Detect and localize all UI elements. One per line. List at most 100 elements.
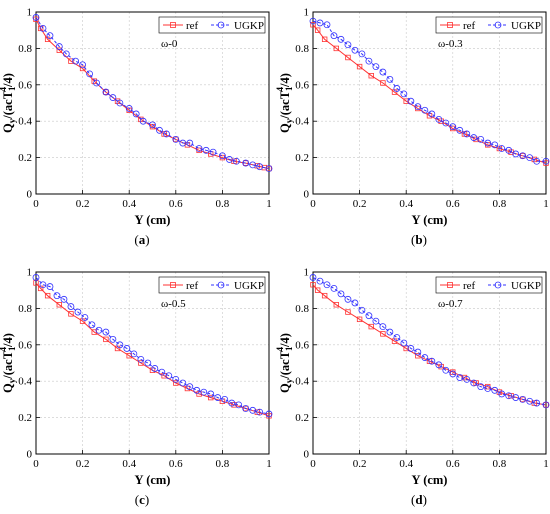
plot-frame <box>35 11 270 195</box>
data-point-ugkp <box>235 401 243 409</box>
data-point-ugkp <box>179 379 187 387</box>
data-point-ugkp <box>256 408 264 416</box>
data-point-ref <box>231 402 237 408</box>
data-point-ugkp <box>400 339 408 347</box>
data-point-ugkp <box>428 357 436 365</box>
data-point-ugkp <box>221 395 229 403</box>
data-point-ugkp <box>74 308 82 316</box>
data-point-ugkp <box>519 152 527 160</box>
data-point-ugkp <box>123 345 131 352</box>
y-tick-label: 0.4 <box>295 376 309 388</box>
legend-marker-ref <box>447 22 453 28</box>
chart-panel-b: 0 0.2 0.4 0.6 0.8 1 0 0.2 0.4 0.6 0.8 1 Y (cm) Qy/(ac… <box>275 7 550 247</box>
data-point-ugkp <box>95 326 103 334</box>
data-point-ugkp <box>172 135 180 143</box>
plot-frame <box>35 271 270 455</box>
data-point-ugkp <box>186 139 194 147</box>
data-point-ugkp <box>207 390 215 398</box>
x-tick-label: 0.8 <box>216 198 230 210</box>
x-axis-label: Y (cm) <box>412 213 448 227</box>
data-point-ref <box>345 54 351 61</box>
data-point-ugkp <box>186 383 194 391</box>
legend-marker-ugkp <box>217 21 225 29</box>
data-point-ugkp <box>249 161 257 169</box>
data-point-ugkp <box>132 110 140 118</box>
data-point-ugkp <box>470 134 478 141</box>
y-tick-label: 0.2 <box>18 152 32 164</box>
x-tick-label: 0.8 <box>216 458 230 470</box>
data-point-ref <box>403 345 409 352</box>
data-point-ref <box>103 89 109 95</box>
data-point-ugkp <box>498 390 506 398</box>
data-point-ref <box>149 367 156 373</box>
data-point-ugkp <box>225 156 233 163</box>
data-point-ugkp <box>232 157 240 165</box>
panel-caption: (c) <box>135 492 149 507</box>
data-point-ugkp <box>265 410 273 418</box>
data-point-ugkp <box>512 394 520 401</box>
data-point-ref <box>114 345 121 352</box>
data-point-ref <box>321 36 328 42</box>
data-point-ugkp <box>62 50 70 58</box>
y-tick-label: 0.8 <box>18 303 32 315</box>
x-tick-label: 1 <box>543 458 549 470</box>
legend-marker-ugkp <box>494 281 502 289</box>
y-tick-label: 0.6 <box>295 339 309 351</box>
x-tick-label: 0.8 <box>493 198 507 210</box>
data-point-ugkp <box>218 152 226 160</box>
data-point-ugkp <box>330 284 338 292</box>
series-line-ref <box>312 24 547 164</box>
data-point-ugkp <box>109 94 117 101</box>
omega-annotation: ω-0 <box>161 38 178 50</box>
data-point-ugkp <box>526 397 534 405</box>
y-tick-label: 1 <box>27 267 33 279</box>
data-point-ref <box>242 405 249 412</box>
data-point-ref <box>44 36 51 42</box>
data-point-ugkp <box>491 141 499 149</box>
data-point-ugkp <box>323 21 331 29</box>
data-point-ugkp <box>498 145 506 152</box>
data-point-ref <box>68 311 74 317</box>
data-point-ref <box>368 323 374 330</box>
panel-caption: (d) <box>411 492 427 507</box>
data-point-ugkp <box>116 341 124 349</box>
data-point-ugkp <box>379 68 387 76</box>
omega-annotation: ω-0.5 <box>161 298 186 310</box>
data-point-ref <box>345 309 351 315</box>
data-point-ref <box>310 282 316 288</box>
legend-marker-ref <box>170 22 176 28</box>
data-point-ugkp <box>414 103 422 111</box>
data-point-ugkp <box>309 274 317 281</box>
y-tick-label: 0.6 <box>295 79 309 91</box>
data-point-ugkp <box>442 366 450 374</box>
data-point-ugkp <box>456 374 464 381</box>
y-tick-label: 0.8 <box>18 43 32 55</box>
data-point-ref <box>114 98 121 104</box>
x-tick-label: 0.2 <box>76 198 90 210</box>
data-point-ugkp <box>484 385 492 392</box>
data-point-ugkp <box>358 306 366 314</box>
legend-marker-ugkp <box>217 281 225 289</box>
data-point-ugkp <box>421 354 429 361</box>
y-tick-label: 0.6 <box>18 79 32 91</box>
omega-annotation: ω-0.7 <box>438 298 463 310</box>
data-point-ugkp <box>463 130 471 138</box>
data-point-ugkp <box>200 388 208 396</box>
data-point-ugkp <box>46 283 54 290</box>
data-point-ref <box>56 47 62 53</box>
data-point-ugkp <box>193 386 201 394</box>
data-point-ugkp <box>316 19 324 27</box>
data-point-ugkp <box>130 350 138 358</box>
data-point-ugkp <box>55 43 63 50</box>
data-point-ref <box>520 153 526 159</box>
data-point-ugkp <box>214 394 222 401</box>
y-tick-label: 0.2 <box>295 152 309 164</box>
series-line-ugkp <box>312 277 547 406</box>
legend-label-ugkp: UGKP <box>234 20 264 32</box>
x-tick-label: 1 <box>266 198 272 210</box>
x-axis-label: Y (cm) <box>135 473 171 487</box>
data-point-ref <box>56 302 62 308</box>
data-point-ref <box>173 136 179 143</box>
data-point-ugkp <box>533 399 541 407</box>
data-point-ugkp <box>470 379 478 387</box>
